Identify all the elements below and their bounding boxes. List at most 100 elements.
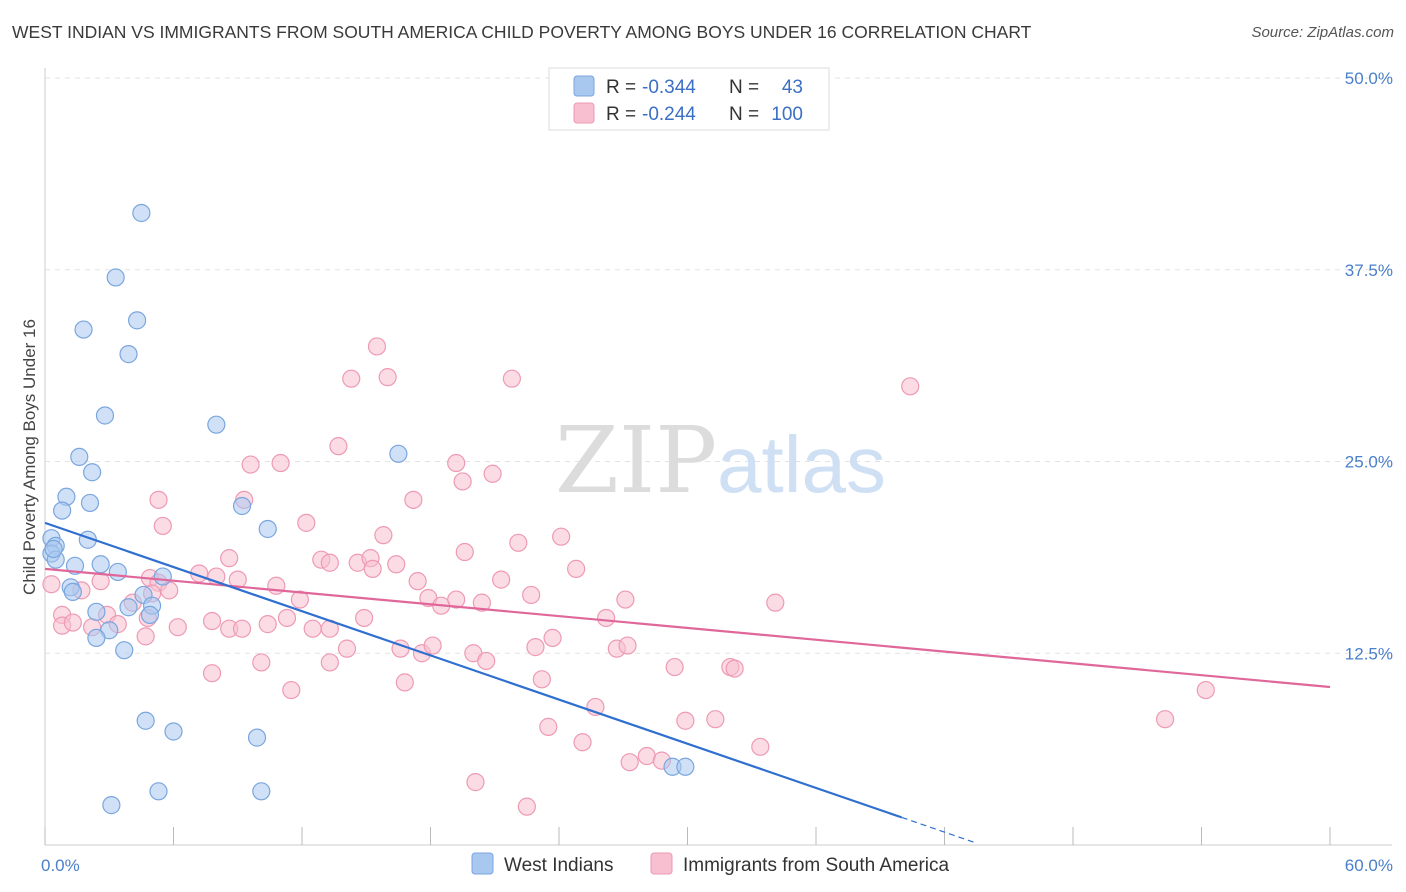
trend-lines — [44, 521, 1331, 844]
source-credit: Source: ZipAtlas.com — [1251, 24, 1394, 41]
immigrants-south-america-point-74 — [543, 628, 562, 648]
immigrants-south-america-point-46 — [363, 559, 382, 578]
y-tick-label-3: 50.0% — [1345, 69, 1393, 88]
trend-line-west-indians-extension — [901, 816, 977, 844]
y-tick-labels: 12.5% 25.0% 37.5% 50.0% — [1345, 69, 1393, 663]
y-tick-label-1: 25.0% — [1345, 453, 1393, 472]
immigrants-south-america-point-70 — [509, 533, 528, 552]
immigrants-south-america-point-71 — [522, 585, 541, 605]
immigrants-south-america-point-37 — [303, 619, 322, 638]
immigrants-south-america-point-16 — [168, 618, 187, 637]
immigrants-south-america-point-82 — [618, 636, 637, 655]
legend-box — [548, 67, 830, 131]
immigrants-south-america-point-73 — [532, 670, 551, 689]
immigrants-south-america-point-87 — [676, 711, 695, 730]
immigrants-south-america-point-15 — [136, 627, 155, 646]
immigrants-south-america-point-3 — [63, 613, 82, 632]
immigrants-south-america-point-55 — [408, 572, 427, 591]
immigrants-south-america-point-50 — [378, 368, 397, 387]
immigrants-south-america-point-91 — [751, 737, 770, 756]
immigrants-south-america-point-49 — [374, 526, 393, 545]
west-indians-point-6 — [207, 415, 226, 434]
legend-swatch-immigrants — [573, 102, 595, 124]
immigrants-south-america-point-75 — [552, 527, 571, 546]
legend-r-label-1: R = — [606, 77, 636, 98]
west-indians-point-14 — [258, 519, 277, 539]
series-legend-swatch-west-indians — [471, 852, 494, 875]
immigrants-south-america-point-42 — [337, 639, 357, 658]
immigrants-south-america-point-92 — [766, 593, 785, 612]
legend-n-value-1: 43 — [782, 77, 803, 98]
y-tick-label-0: 12.5% — [1345, 644, 1393, 663]
immigrants-south-america-point-79 — [597, 608, 616, 628]
immigrants-south-america-point-32 — [277, 608, 297, 628]
west-indians-point-23 — [153, 567, 172, 586]
trend-line-west-indians — [44, 521, 903, 819]
west-indians-point-4 — [119, 345, 138, 364]
west-indians-point-42 — [44, 539, 63, 559]
immigrants-south-america-point-86 — [665, 657, 684, 677]
immigrants-south-america-point-58 — [423, 636, 442, 655]
west-indians-point-25 — [63, 582, 82, 601]
immigrants-south-america-point-69 — [502, 369, 521, 388]
west-indians-point-13 — [53, 501, 72, 520]
west-indians-point-12 — [232, 496, 252, 516]
immigrants-south-america-point-51 — [387, 555, 406, 574]
immigrants-south-america-point-47 — [342, 369, 361, 388]
west-indians-point-0 — [132, 203, 151, 223]
west-indians-point-33 — [115, 641, 134, 660]
immigrants-south-america-point-28 — [241, 455, 260, 474]
legend-n-value-2: 100 — [771, 104, 803, 125]
series-legend-swatch-immigrants — [650, 852, 673, 875]
immigrants-south-america-point-36 — [297, 513, 316, 532]
immigrants-south-america-point-62 — [455, 542, 474, 562]
immigrants-south-america-point-77 — [573, 733, 592, 752]
trend-line-immigrants-south-america — [44, 567, 1331, 689]
immigrants-south-america-point-97 — [517, 797, 536, 816]
west-indians-point-40 — [252, 782, 271, 801]
west-indians-point-29 — [87, 602, 106, 621]
immigrants-south-america-point-30 — [258, 615, 277, 634]
immigrants-south-america-point-95 — [1155, 710, 1175, 729]
axes — [44, 68, 1392, 846]
legend-r-value-1: -0.344 — [642, 77, 696, 98]
immigrants-south-america-point-34 — [282, 680, 301, 700]
immigrants-south-america-point-66 — [477, 651, 496, 671]
legend-swatch-west-indians — [573, 75, 595, 97]
immigrants-south-america-point-99 — [320, 553, 339, 572]
west-indians-point-36 — [247, 728, 267, 747]
immigrants-south-america-point-83 — [620, 753, 639, 772]
chart-title: WEST INDIAN VS IMMIGRANTS FROM SOUTH AME… — [12, 22, 1032, 42]
series-west-indians-points — [42, 203, 695, 815]
west-indians-point-32 — [87, 628, 106, 648]
west-indians-point-20 — [91, 555, 110, 574]
immigrants-south-america-point-60 — [447, 590, 466, 609]
west-indians-point-21 — [65, 556, 85, 575]
series-legend: West Indians Immigrants from South Ameri… — [471, 852, 950, 876]
west-indians-point-3 — [127, 311, 147, 330]
series-legend-label-west-indians: West Indians — [504, 855, 613, 876]
x-tick-label-1: 60.0% — [1345, 856, 1393, 875]
west-indians-point-34 — [136, 711, 155, 730]
watermark-atlas: atlas — [717, 420, 886, 509]
immigrants-south-america-point-41 — [329, 437, 348, 456]
immigrants-south-america-point-35 — [290, 590, 309, 609]
west-indians-point-30 — [140, 605, 160, 625]
west-indians-point-1 — [106, 268, 125, 287]
immigrants-south-america-point-29 — [252, 653, 271, 672]
legend-r-label-2: R = — [606, 104, 636, 125]
immigrants-south-america-point-90 — [725, 659, 744, 678]
immigrants-south-america-point-48 — [367, 337, 387, 356]
y-axis-label: Child Poverty Among Boys Under 16 — [20, 319, 39, 595]
immigrants-south-america-point-25 — [232, 619, 252, 638]
x-tick-labels: 0.0% 60.0% — [41, 856, 1393, 875]
immigrants-south-america-point-17 — [149, 490, 168, 509]
immigrants-south-america-point-61 — [447, 453, 466, 473]
immigrants-south-america-point-54 — [404, 490, 423, 509]
west-indians-point-8 — [83, 463, 102, 482]
immigrants-south-america-point-63 — [453, 472, 472, 491]
west-indians-point-41 — [102, 796, 121, 815]
immigrants-south-america-point-53 — [395, 673, 414, 692]
immigrants-south-america-point-23 — [202, 611, 222, 631]
